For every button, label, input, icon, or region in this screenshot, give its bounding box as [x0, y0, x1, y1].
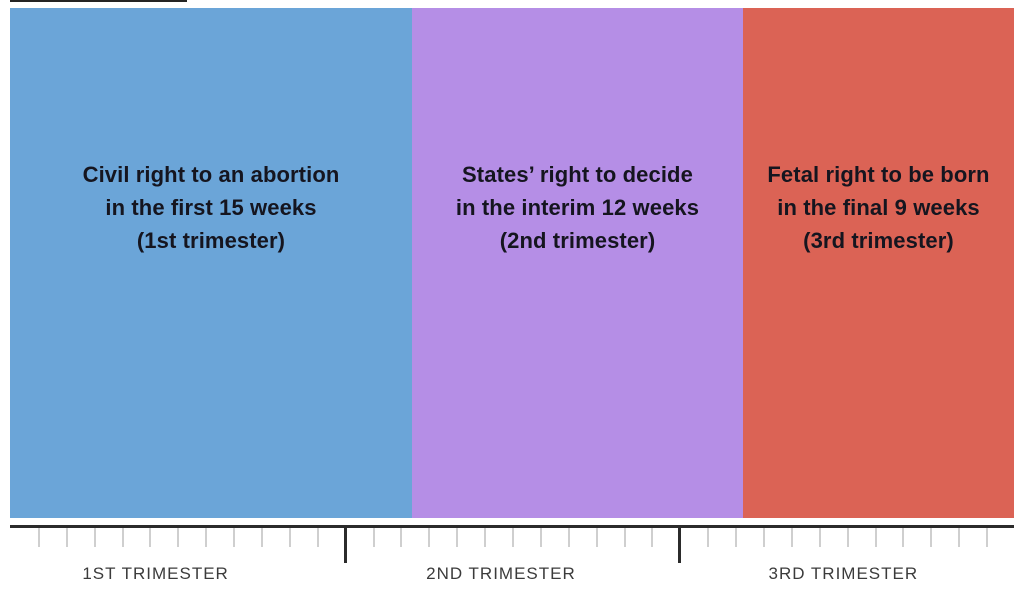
week-tick [790, 528, 793, 547]
week-tick [958, 528, 961, 547]
week-tick [37, 528, 40, 547]
caption-line: (1st trimester) [136, 228, 286, 253]
axis-label-2nd-trimester: 2ND TRIMESTER [426, 564, 576, 583]
week-tick [651, 528, 654, 547]
week-tick [93, 528, 96, 547]
caption-line: in the final 9 weeks [777, 195, 980, 220]
week-tick [456, 528, 459, 547]
second-segment-caption: States’ right to decide in the interim 1… [456, 158, 699, 518]
third-segment-caption: Fetal right to be born in the final 9 we… [767, 158, 989, 518]
week-tick [177, 528, 180, 547]
week-tick [707, 528, 710, 547]
week-tick [846, 528, 849, 547]
week-tick [930, 528, 933, 547]
week-tick [121, 528, 124, 547]
week-tick [986, 528, 989, 547]
caption-line: Fetal right to be born [767, 162, 990, 187]
week-tick [372, 528, 375, 547]
week-tick [261, 528, 263, 547]
third-segment-block: Fetal right to be born in the final 9 we… [743, 8, 1014, 518]
week-tick [149, 528, 152, 547]
timeline-axis-line [10, 525, 1014, 528]
week-tick [818, 528, 821, 547]
week-tick [623, 528, 626, 547]
week-tick [539, 528, 542, 547]
week-tick [595, 528, 598, 547]
week-tick [484, 528, 487, 547]
timeline-axis: 1ST TRIMESTER 2ND TRIMESTER 3RD TRIMESTE… [10, 525, 1014, 595]
week-tick [233, 528, 236, 547]
week-tick [288, 528, 291, 547]
week-tick [205, 528, 208, 547]
caption-line: in the first 15 weeks [105, 195, 317, 220]
trimester-boundary-tick [678, 528, 682, 563]
caption-line: Civil right to an abortion [82, 162, 340, 187]
week-tick [735, 528, 738, 547]
trimester-boundary-tick [343, 528, 347, 563]
week-tick [763, 528, 765, 547]
caption-line: in the interim 12 weeks [455, 195, 700, 220]
caption-line: States’ right to decide [462, 162, 693, 187]
axis-label-1st-trimester: 1ST TRIMESTER [82, 564, 229, 583]
caption-line: (3rd trimester) [803, 228, 954, 253]
week-tick [902, 528, 905, 547]
week-tick [428, 528, 431, 547]
week-tick [874, 528, 877, 547]
week-tick [316, 528, 319, 547]
week-tick [567, 528, 570, 547]
axis-label-3rd-trimester: 3RD TRIMESTER [768, 564, 919, 583]
week-tick [512, 528, 514, 547]
first-segment-block: Civil right to an abortion in the first … [10, 8, 412, 518]
caption-line: (2nd trimester) [499, 228, 656, 253]
first-segment-caption: Civil right to an abortion in the first … [83, 158, 340, 518]
second-segment-block: States’ right to decide in the interim 1… [412, 8, 743, 518]
week-tick [400, 528, 403, 547]
top-crop-line [10, 0, 187, 2]
week-tick [65, 528, 68, 547]
